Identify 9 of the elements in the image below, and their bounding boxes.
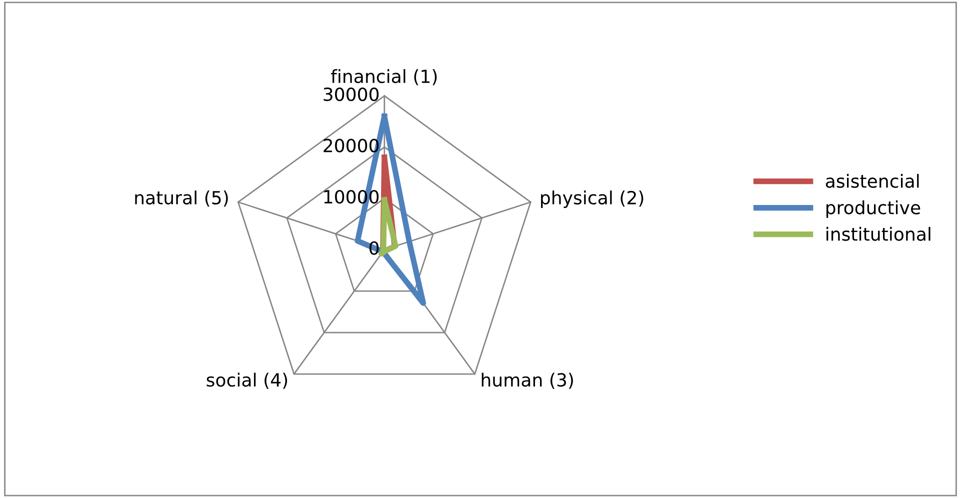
legend-label: productive [826, 200, 920, 218]
spoke-label: natural (5) [135, 190, 228, 207]
y-tick-label: 30000 [324, 87, 379, 102]
spoke-label: physical (2) [541, 190, 644, 208]
legend-label: asistencial [826, 174, 919, 188]
spoke-label: financial (1) [330, 69, 437, 86]
spoke-label: social (4) [206, 372, 288, 389]
spoke-label: human (3) [482, 372, 573, 389]
legend-label: institutional [826, 226, 930, 241]
